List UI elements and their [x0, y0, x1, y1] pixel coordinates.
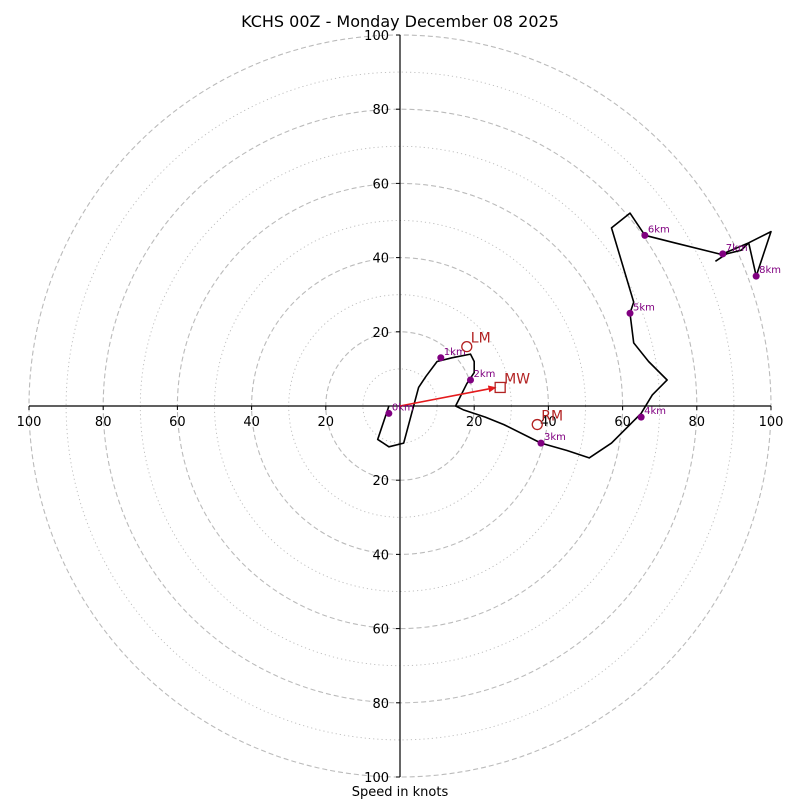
- tick-labels: 100 80 60 40 20 20 40 60 80 100 100 80 60 40 20 20 40 60 8…: [17, 29, 784, 786]
- motion-label: MW: [504, 371, 530, 387]
- height-marker-label: 2km: [473, 369, 495, 380]
- y-tick-label: 40: [372, 548, 389, 563]
- x-tick-label: 20: [466, 415, 483, 430]
- x-tick-label: 60: [169, 415, 186, 430]
- height-marker-dot: [466, 376, 474, 384]
- height-marker-dot: [641, 231, 649, 239]
- y-tick-label: 80: [372, 103, 389, 118]
- height-marker-dot: [385, 409, 393, 417]
- motion-marker: [531, 418, 543, 431]
- y-tick-label: 100: [364, 29, 389, 44]
- motion-label: RM: [541, 409, 563, 425]
- x-tick-label: 80: [95, 415, 112, 430]
- x-tick-label: 60: [614, 415, 631, 430]
- height-marker-dot: [719, 250, 727, 258]
- height-marker-label: 8km: [759, 265, 781, 276]
- x-tick-label: 100: [17, 415, 42, 430]
- motion-marker: [461, 340, 473, 353]
- y-tick-label: 60: [372, 177, 389, 192]
- y-tick-label: 80: [372, 697, 389, 712]
- shear-vector: [399, 385, 497, 407]
- y-tick-label: 100: [364, 771, 389, 786]
- height-marker-label: 6km: [648, 224, 670, 235]
- motion-marker: [494, 381, 506, 394]
- x-axis-label: Speed in knots: [352, 785, 449, 800]
- motion-label: LM: [471, 331, 491, 347]
- x-tick-label: 40: [540, 415, 557, 430]
- height-marker-dot: [537, 439, 545, 447]
- height-marker-dot: [637, 413, 645, 421]
- x-tick-label: 40: [243, 415, 260, 430]
- shear-vector-head: [487, 385, 497, 393]
- shear-vector-line: [399, 388, 489, 407]
- height-markers: 0km 1km 2km 3km 4km 5km 6km 7km 8km: [385, 224, 781, 447]
- hodograph-trace: [376, 212, 772, 459]
- y-tick-label: 40: [372, 252, 389, 267]
- x-tick-label: 80: [689, 415, 706, 430]
- x-tick-label: 20: [318, 415, 335, 430]
- y-tick-label: 20: [372, 474, 389, 489]
- hodograph-line: [376, 212, 772, 459]
- height-marker-label: 0km: [392, 402, 414, 413]
- chart-title: KCHS 00Z - Monday December 08 2025: [241, 12, 559, 31]
- x-tick-label: 100: [759, 415, 784, 430]
- height-marker-label: 7km: [726, 243, 748, 254]
- height-marker-dot: [752, 272, 760, 280]
- y-tick-label: 60: [372, 623, 389, 638]
- height-marker-label: 4km: [644, 406, 666, 417]
- height-marker-label: 1km: [444, 347, 466, 358]
- height-marker-dot: [437, 354, 445, 362]
- y-tick-label: 20: [372, 326, 389, 341]
- height-marker-label: 5km: [633, 302, 655, 313]
- height-marker-label: 3km: [544, 432, 566, 443]
- storm-motions: LM RM MW: [461, 331, 563, 431]
- height-marker-dot: [626, 309, 634, 317]
